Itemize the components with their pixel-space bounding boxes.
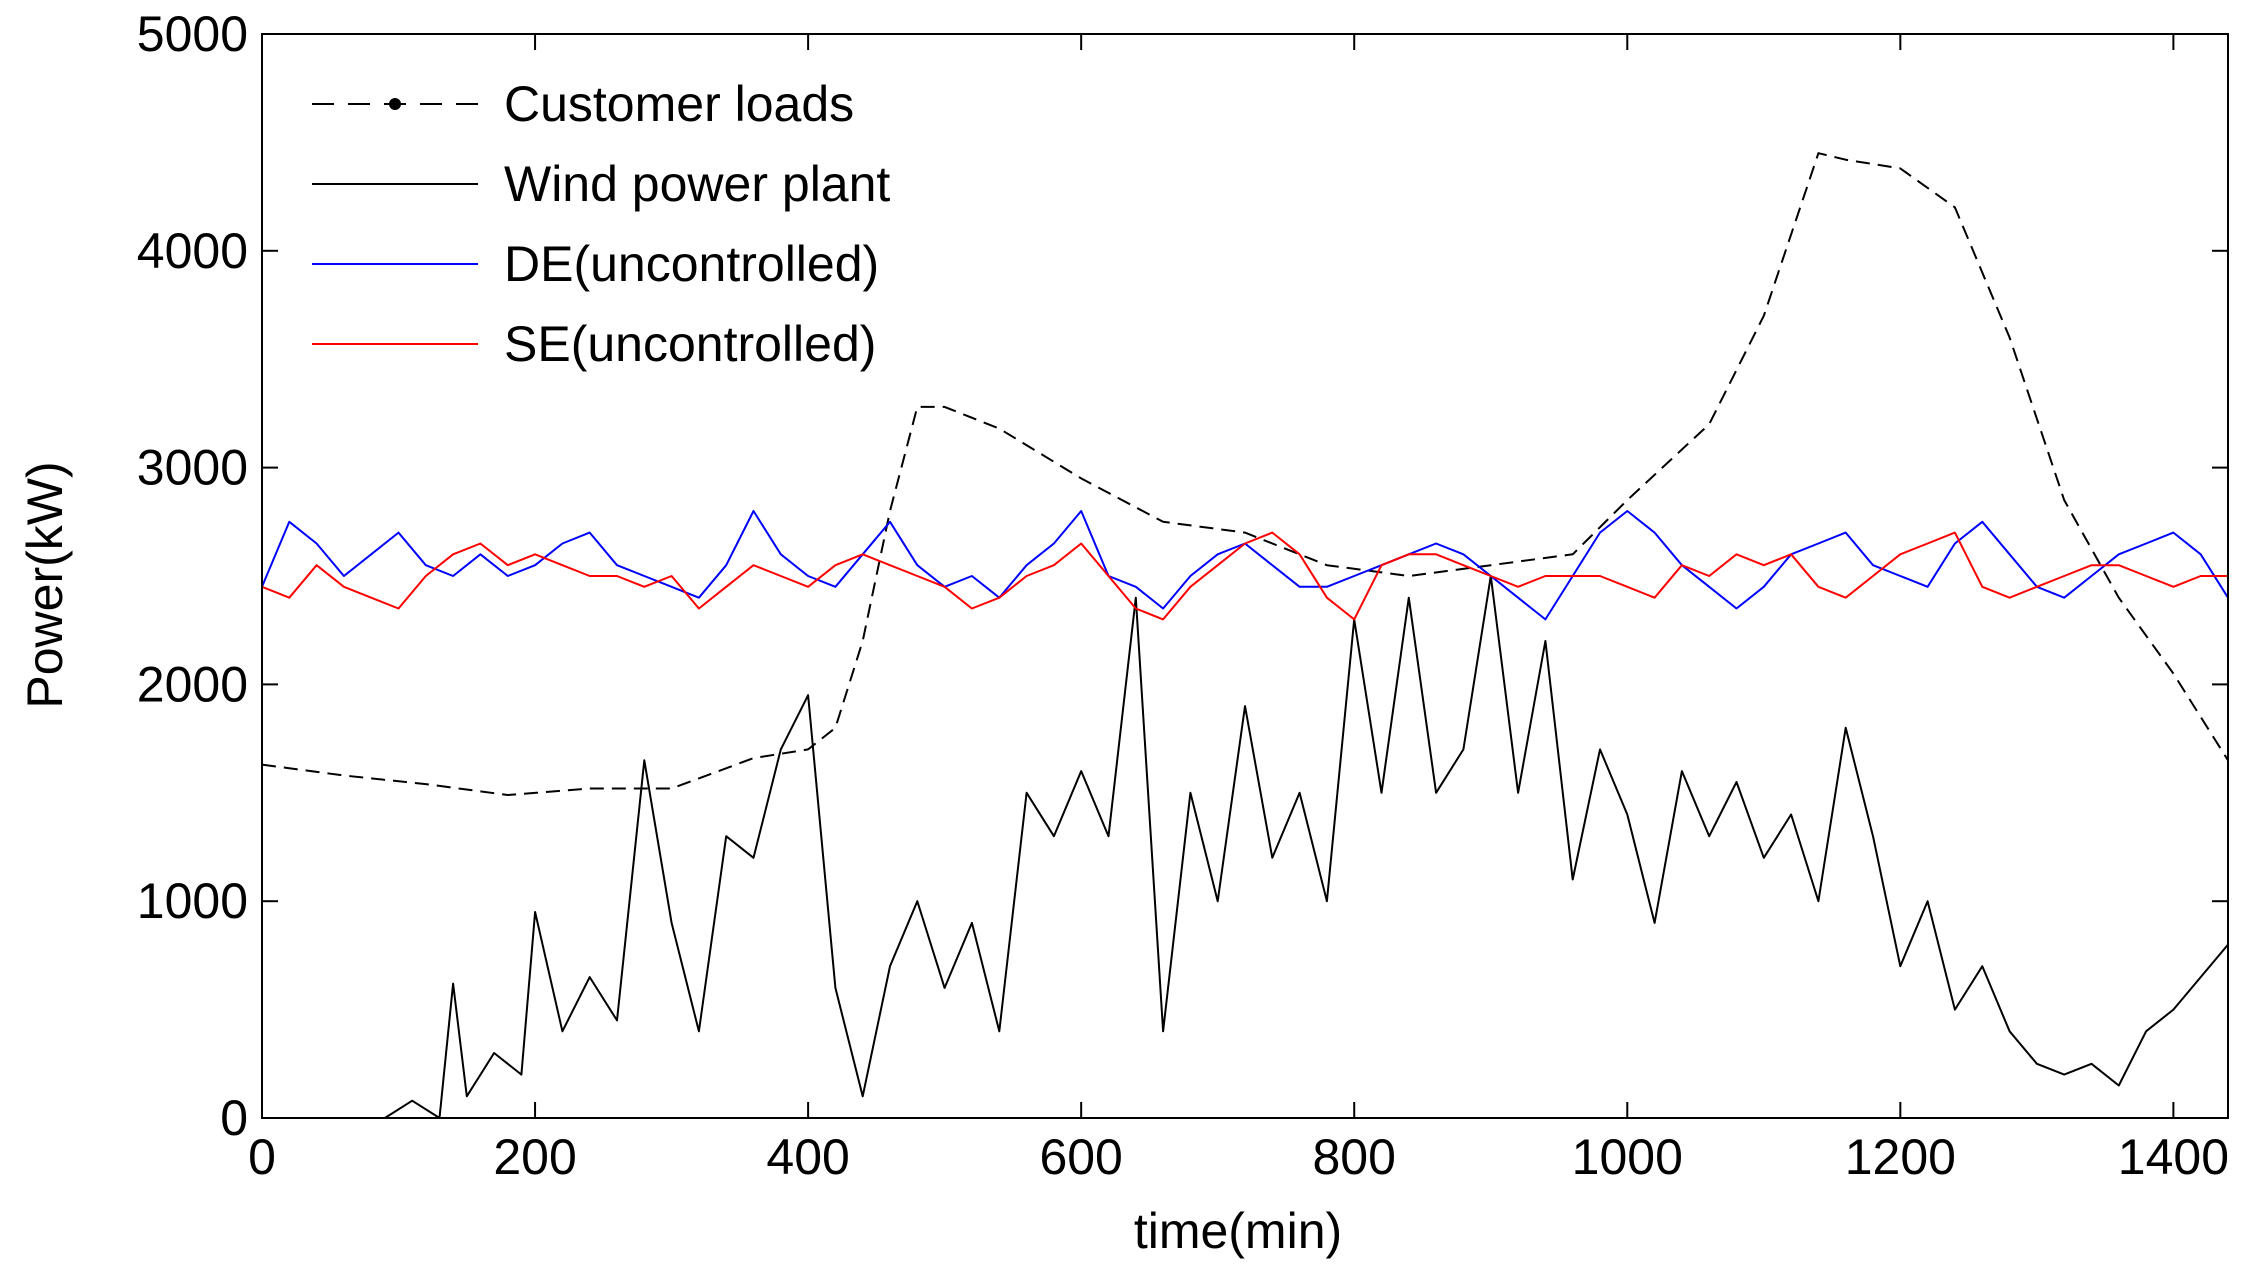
x-tick-label: 1400	[2118, 1129, 2229, 1185]
x-tick-label: 600	[1039, 1129, 1122, 1185]
series-line-1	[262, 575, 2229, 1119]
y-tick-label: 3000	[137, 440, 248, 496]
legend-label-1: Wind power plant	[504, 156, 890, 212]
y-tick-label: 5000	[137, 6, 248, 62]
y-tick-label: 2000	[137, 656, 248, 712]
axes-layer: 0 200 400 600 800 1000 1200 1400 0 1000 2000 3000 40…	[137, 6, 2229, 1185]
x-tick-label: 800	[1313, 1129, 1396, 1185]
legend-label-2: DE(uncontrolled)	[504, 236, 879, 292]
plot-frame	[261, 33, 2229, 1119]
series-line-0	[261, 152, 2229, 796]
legend-label-0: Customer loads	[504, 76, 854, 132]
x-tick-label: 1200	[1845, 1129, 1956, 1185]
legend-marker-0	[389, 98, 401, 110]
y-tick-label: 1000	[137, 873, 248, 929]
y-axis-label: Power(kW)	[17, 461, 73, 708]
series-line-3	[261, 531, 2228, 621]
x-tick-label: 1000	[1572, 1129, 1683, 1185]
x-tick-label: 400	[766, 1129, 849, 1185]
legend-label-3: SE(uncontrolled)	[504, 316, 876, 372]
legend: Customer loads Wind power plant DE(uncontr…	[312, 76, 890, 372]
x-tick-label: 0	[248, 1129, 276, 1185]
x-axis-label: time(min)	[1134, 1203, 1342, 1259]
y-tick-label: 4000	[137, 223, 248, 279]
y-tick-label: 0	[220, 1090, 248, 1146]
series-layer	[261, 152, 2229, 1119]
x-tick-label: 200	[493, 1129, 576, 1185]
